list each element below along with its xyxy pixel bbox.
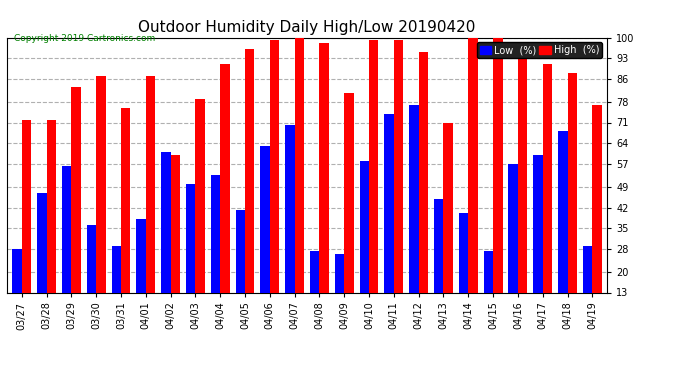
Bar xyxy=(170,155,180,331)
Bar xyxy=(319,44,329,331)
Bar xyxy=(71,87,81,331)
Bar xyxy=(493,38,502,331)
Bar xyxy=(96,76,106,331)
Bar xyxy=(434,199,444,331)
Bar xyxy=(409,105,419,331)
Bar xyxy=(444,123,453,331)
Title: Outdoor Humidity Daily High/Low 20190420: Outdoor Humidity Daily High/Low 20190420 xyxy=(139,20,475,35)
Text: Copyright 2019 Cartronics.com: Copyright 2019 Cartronics.com xyxy=(14,34,155,43)
Bar xyxy=(543,64,552,331)
Bar xyxy=(394,40,403,331)
Bar xyxy=(112,246,121,331)
Bar xyxy=(12,249,22,331)
Bar xyxy=(137,219,146,331)
Bar xyxy=(146,76,155,331)
Bar xyxy=(583,246,592,331)
Bar xyxy=(469,38,477,331)
Bar xyxy=(47,120,56,331)
Bar xyxy=(211,175,220,331)
Bar xyxy=(295,38,304,331)
Bar xyxy=(260,146,270,331)
Bar xyxy=(592,105,602,331)
Bar xyxy=(62,166,71,331)
Bar xyxy=(270,40,279,331)
Bar xyxy=(567,73,577,331)
Bar xyxy=(186,184,195,331)
Bar xyxy=(161,152,170,331)
Bar xyxy=(87,225,96,331)
Legend: Low  (%), High  (%): Low (%), High (%) xyxy=(477,42,602,58)
Bar xyxy=(37,193,47,331)
Bar xyxy=(285,125,295,331)
Bar xyxy=(533,155,543,331)
Bar xyxy=(335,254,344,331)
Bar xyxy=(359,160,369,331)
Bar xyxy=(369,40,379,331)
Bar xyxy=(195,99,205,331)
Bar xyxy=(558,131,567,331)
Bar xyxy=(245,49,255,331)
Bar xyxy=(509,164,518,331)
Bar xyxy=(220,64,230,331)
Bar xyxy=(384,114,394,331)
Bar xyxy=(121,108,130,331)
Bar xyxy=(235,210,245,331)
Bar xyxy=(419,52,428,331)
Bar xyxy=(484,252,493,331)
Bar xyxy=(310,252,319,331)
Bar xyxy=(344,93,354,331)
Bar xyxy=(518,49,527,331)
Bar xyxy=(22,120,31,331)
Bar xyxy=(459,213,469,331)
